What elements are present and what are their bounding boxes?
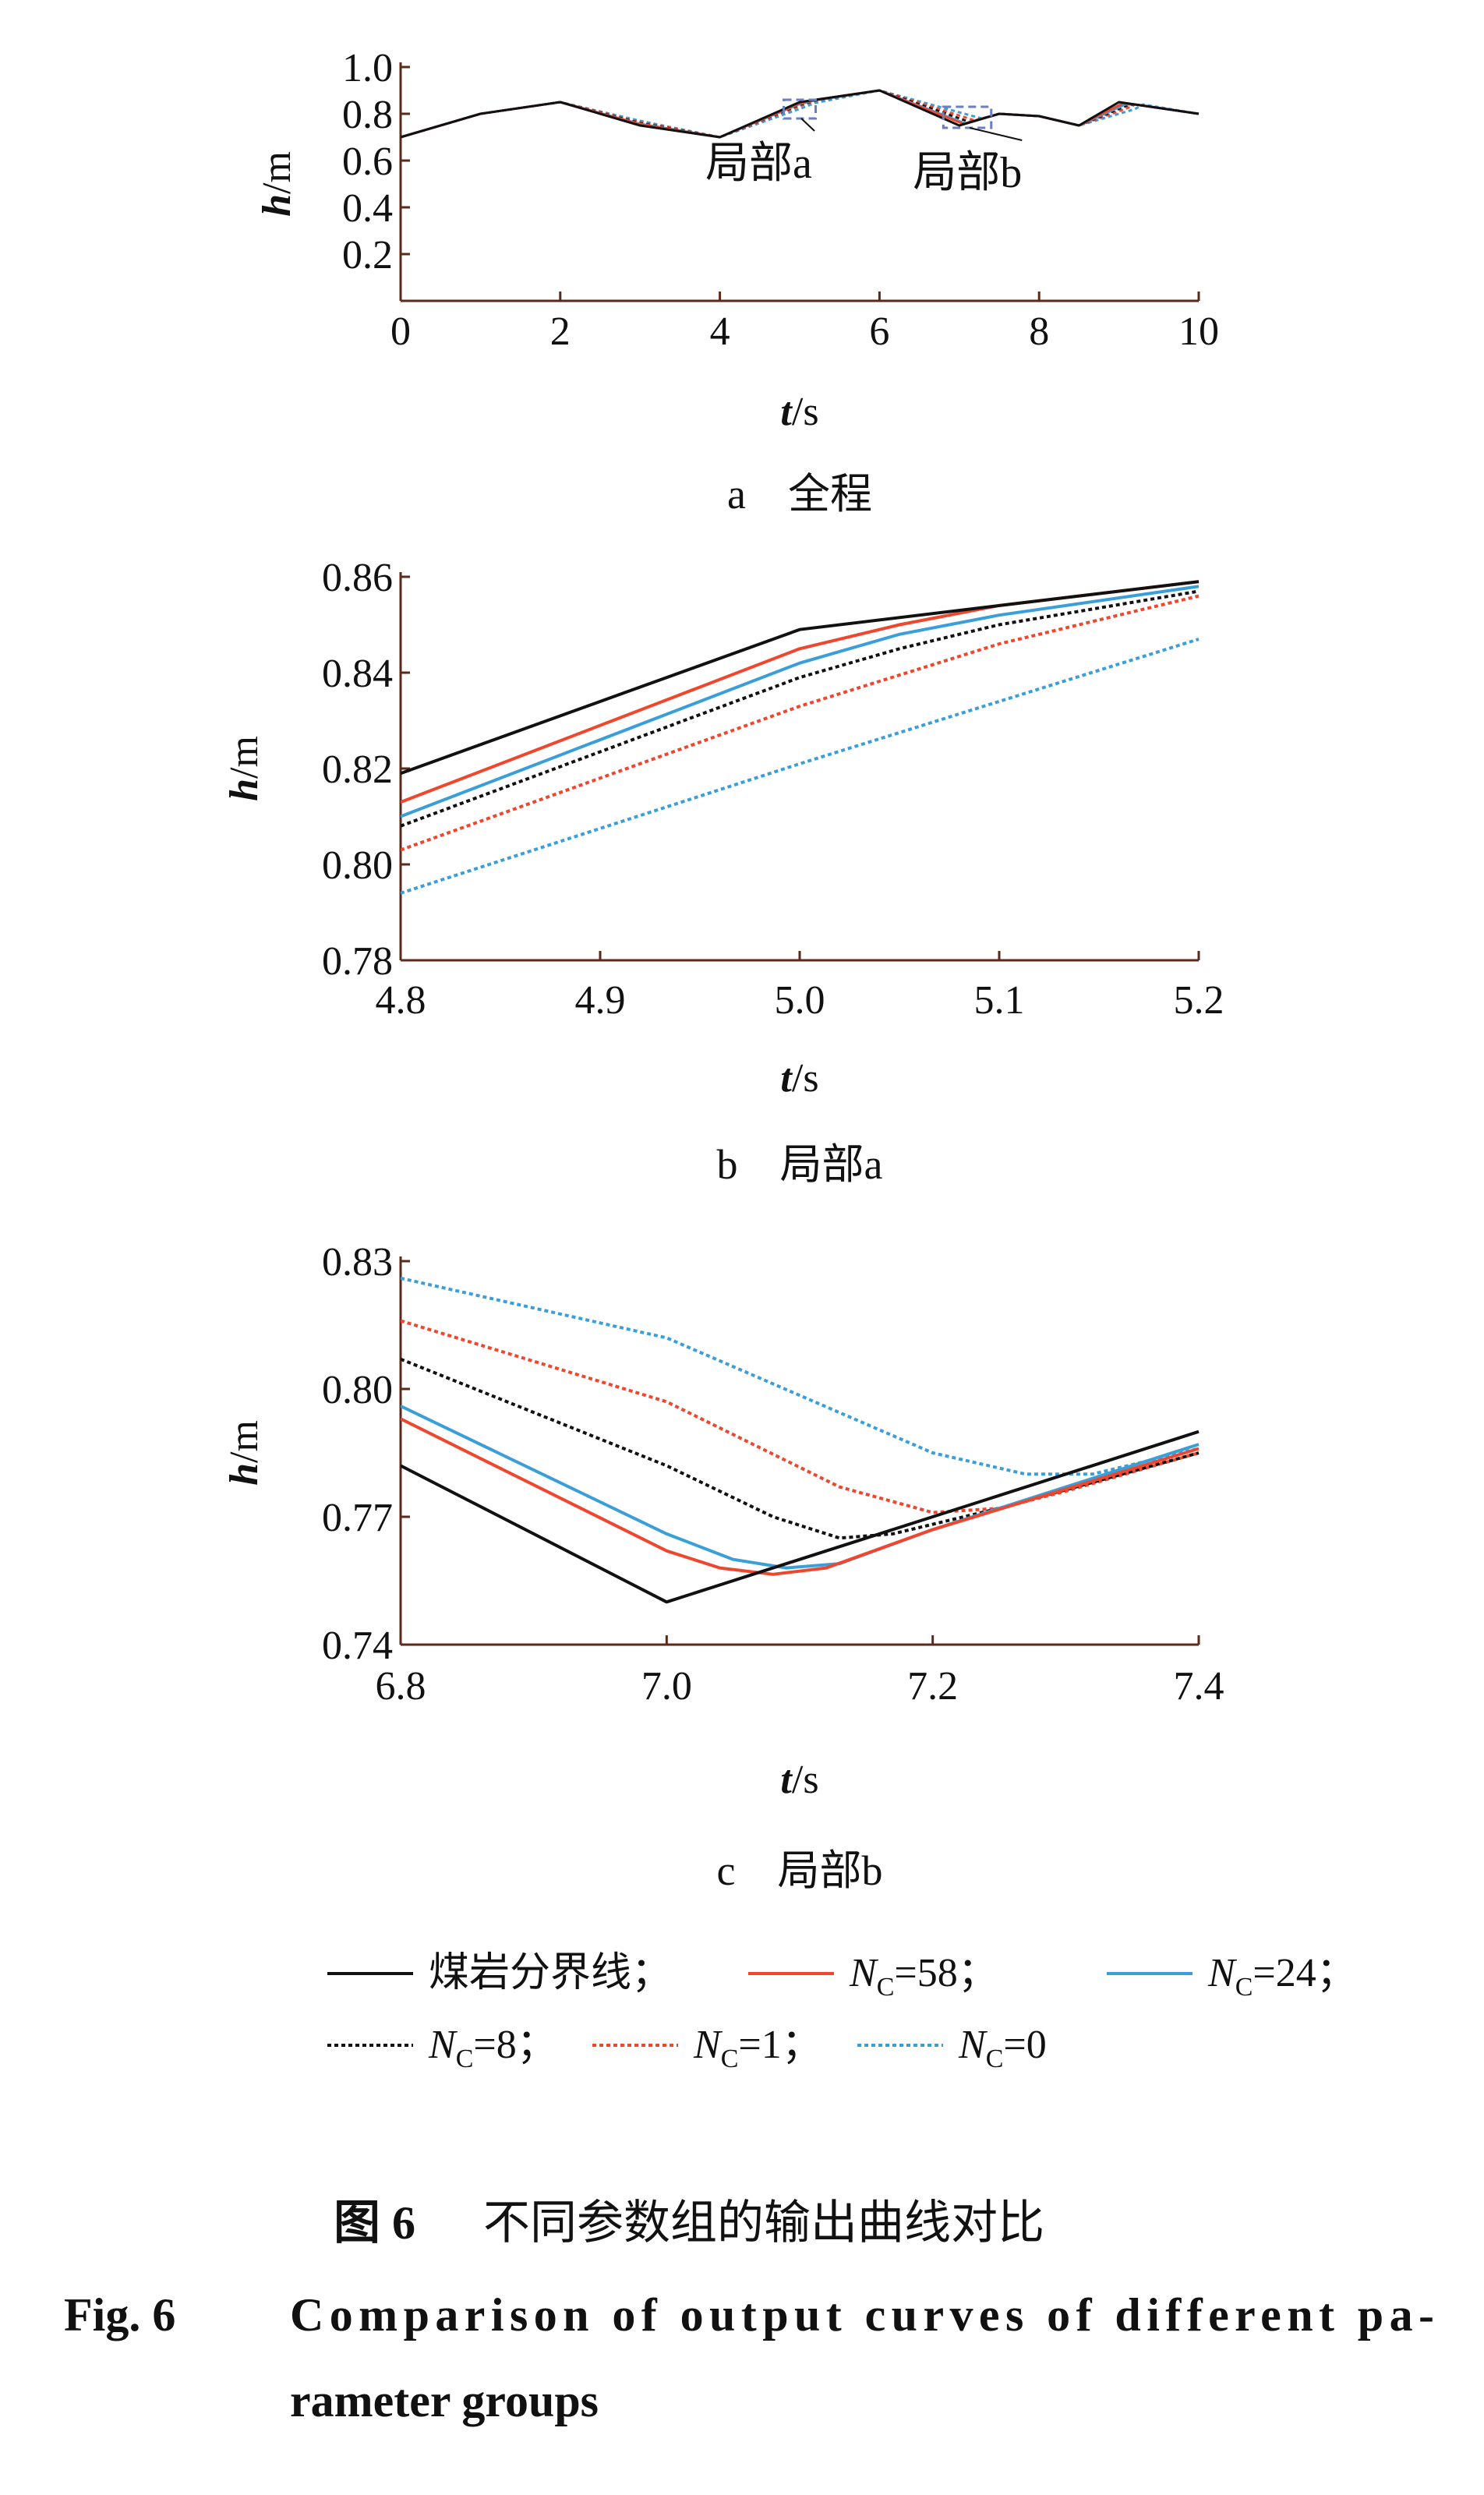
y-tick-label: 0.84 xyxy=(322,652,393,696)
y-axis-label: h/m xyxy=(222,1420,267,1486)
series-line-n1 xyxy=(401,1319,1200,1514)
x-tick-label: 2 xyxy=(550,309,571,354)
x-tick-label: 7.0 xyxy=(641,1664,692,1709)
y-tick-label: 0.86 xyxy=(322,556,393,600)
series-line-n58 xyxy=(401,89,1200,139)
x-tick-label: 5.1 xyxy=(974,978,1025,1023)
annotation-leader xyxy=(969,127,1023,141)
legend-label: NC=0 xyxy=(958,2023,1047,2073)
series-line-n24 xyxy=(401,89,1200,139)
x-tick-label: 4 xyxy=(710,309,730,354)
legend-item-n0: NC=0 xyxy=(857,2023,1047,2073)
series-line-n0 xyxy=(401,89,1200,139)
legend-label: NC=24； xyxy=(1207,1951,1357,2002)
y-axis-label: h/m xyxy=(255,151,299,217)
y-tick-label: 0.80 xyxy=(322,843,393,888)
series-line-n8 xyxy=(401,589,1200,828)
chart-c: 6.8 7.0 7.2 7.4 0.74 0.77 0.80 0.83 h/m t/s c 局部b xyxy=(222,1240,1224,1894)
subfigure-caption: a 全程 xyxy=(727,471,872,518)
figure-title-en-line1: Comparison of output curves of different… xyxy=(290,2289,1434,2341)
annotation-label: 局部a xyxy=(705,140,812,188)
legend-label: NC=1； xyxy=(693,2023,822,2073)
subfigure-caption: c 局部b xyxy=(717,1847,883,1894)
x-tick-label: 8 xyxy=(1029,309,1049,354)
subfigure-caption: b 局部a xyxy=(717,1141,883,1188)
x-axis-label: t/s xyxy=(780,1056,818,1101)
y-tick-label: 0.80 xyxy=(322,1368,393,1412)
legend-label: NC=58； xyxy=(849,1951,998,2002)
series-line-n58 xyxy=(401,1417,1200,1576)
series-line-n0 xyxy=(401,1276,1200,1476)
y-tick-label: 0.6 xyxy=(342,140,393,184)
y-axis-label: h/m xyxy=(222,736,267,801)
figure-title-cn: 不同参数组的输出曲线对比 xyxy=(483,2197,1044,2249)
y-tick-label: 0.8 xyxy=(342,93,393,137)
annotation-leader xyxy=(800,118,815,132)
legend-label: 煤岩分界线； xyxy=(429,1951,672,1995)
x-tick-label: 7.4 xyxy=(1174,1664,1224,1709)
x-tick-label: 6 xyxy=(869,309,889,354)
series-line-boundary xyxy=(401,580,1200,776)
y-tick-label: 1.0 xyxy=(342,46,393,90)
series-line-n8 xyxy=(401,89,1200,139)
series-line-boundary xyxy=(401,89,1200,139)
series-line-n24 xyxy=(401,585,1200,818)
x-axis-label: t/s xyxy=(780,1758,818,1802)
x-tick-label: 10 xyxy=(1178,309,1219,354)
legend: 煤岩分界线； NC=58； NC=24； NC=8； NC=1； NC=0 xyxy=(327,1951,1357,2073)
y-tick-label: 0.78 xyxy=(322,939,393,984)
x-axis-label: t/s xyxy=(780,390,818,434)
figure-number-en: Fig. 6 xyxy=(64,2289,175,2341)
x-tick-label: 7.2 xyxy=(907,1664,958,1709)
y-tick-label: 0.2 xyxy=(342,233,393,277)
x-tick-label: 0 xyxy=(390,309,411,354)
chart-a: 0 2 4 6 8 10 0.20.40.60.81.0 h/m t/s a 全程 局部a 局部b xyxy=(255,46,1219,518)
zoom-region-box xyxy=(783,98,817,120)
series-line-boundary xyxy=(401,1430,1200,1604)
y-tick-label: 0.4 xyxy=(342,186,393,231)
series-line-n1 xyxy=(401,594,1200,852)
y-tick-label: 0.82 xyxy=(322,747,393,792)
figure-number-cn: 图 6 xyxy=(334,2197,415,2249)
legend-item-n1: NC=1； xyxy=(592,2023,822,2073)
series-line-n8 xyxy=(401,1357,1200,1540)
legend-label: NC=8； xyxy=(428,2023,557,2073)
y-tick-label: 0.77 xyxy=(322,1496,393,1540)
chart-b: 4.8 4.9 5.0 5.1 5.2 0.78 0.80 0.82 0.84 0.86 h/m t/… xyxy=(222,556,1224,1188)
x-tick-label: 5.2 xyxy=(1174,978,1224,1023)
series-line-n1 xyxy=(401,89,1200,139)
legend-item-n8: NC=8； xyxy=(327,2023,557,2073)
x-tick-label: 4.8 xyxy=(376,978,426,1023)
figure-title-en-line2: rameter groups xyxy=(290,2375,599,2426)
x-tick-label: 5.0 xyxy=(775,978,825,1023)
x-tick-label: 6.8 xyxy=(376,1664,426,1709)
series-line-n0 xyxy=(401,638,1200,895)
legend-item-boundary: 煤岩分界线； xyxy=(327,1951,672,1995)
x-tick-label: 4.9 xyxy=(575,978,626,1023)
y-tick-label: 0.74 xyxy=(322,1624,393,1668)
legend-item-n58: NC=58； xyxy=(748,1951,998,2002)
annotation-label: 局部b xyxy=(913,149,1022,197)
y-tick-label: 0.83 xyxy=(322,1240,393,1285)
zoom-region-box xyxy=(942,105,993,129)
legend-item-n24: NC=24； xyxy=(1107,1951,1357,2002)
